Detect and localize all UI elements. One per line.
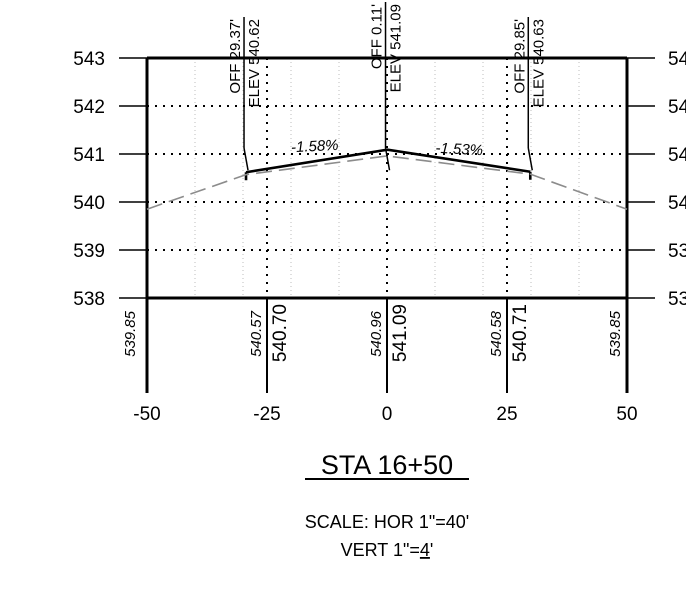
callout-leader [527, 147, 534, 171]
y-tick-label-right: 53 [668, 289, 686, 310]
y-tick-label-right: 54 [668, 49, 686, 70]
profile-lines [146, 148, 628, 210]
y-tick-label-right: 54 [668, 97, 686, 118]
y-tick-label: 540 [73, 193, 105, 214]
elevation-label: ELEV 540.62 [246, 19, 263, 107]
x-tick-label: 25 [496, 404, 517, 425]
elevation-label: ELEV 540.63 [530, 19, 547, 107]
scale-horizontal: SCALE: HOR 1"=40' [305, 512, 469, 532]
proposed-elevation-value: 541.09 [390, 304, 411, 362]
labels: -1.58% -1.53% OFF 29.37' ELEV 540.62 OFF 0.1… [122, 2, 624, 560]
existing-elevation-value: 540.96 [368, 310, 385, 357]
x-tick-label: 50 [616, 404, 637, 425]
scale-vertical-suffix: ' [430, 540, 433, 560]
scale-vertical-number: 4 [420, 540, 430, 560]
slope-label: -1.58% [291, 137, 339, 156]
existing-elevation-value: 540.58 [488, 310, 505, 357]
proposed-grade-line [245, 148, 531, 174]
offset-label: OFF 0.11' [369, 4, 386, 69]
elevation-label: ELEV 541.09 [388, 4, 405, 92]
callout-leader [243, 147, 249, 171]
scale-vertical: VERT 1"=4' [341, 540, 434, 560]
axis-ticks: 543 542 541 540 539 538 54 54 54 54 53 53 -50 -25 0 25 5… [73, 49, 686, 425]
y-tick-label-right: 54 [668, 193, 686, 214]
proposed-elevation-value: 540.71 [510, 304, 531, 362]
x-tick-label: 0 [382, 404, 393, 425]
existing-elevation-value: 539.85 [607, 310, 624, 357]
callout-leader [384, 147, 391, 171]
offset-label: OFF 29.37' [227, 19, 244, 94]
existing-ground-line [146, 155, 628, 210]
y-tick-label: 542 [73, 97, 105, 118]
y-tick-label-right: 54 [668, 145, 686, 166]
x-tick-label: -50 [133, 404, 160, 425]
slope-label: -1.53% [435, 140, 483, 159]
existing-elevation-value: 539.85 [122, 310, 139, 357]
offset-label: OFF 29.85' [511, 19, 528, 94]
y-tick-label: 539 [73, 241, 105, 262]
y-tick-label-right: 53 [668, 241, 686, 262]
plot-frame [145, 56, 629, 393]
existing-elevation-value: 540.57 [248, 310, 265, 357]
grid [147, 58, 627, 298]
proposed-elevation-value: 540.70 [270, 304, 291, 362]
scale-vertical-prefix: VERT 1"= [341, 540, 420, 560]
y-tick-label: 541 [73, 145, 105, 166]
y-tick-label: 538 [73, 289, 105, 310]
station-title: STA 16+50 [321, 450, 453, 480]
y-tick-label: 543 [73, 49, 105, 70]
x-tick-label: -25 [253, 404, 280, 425]
